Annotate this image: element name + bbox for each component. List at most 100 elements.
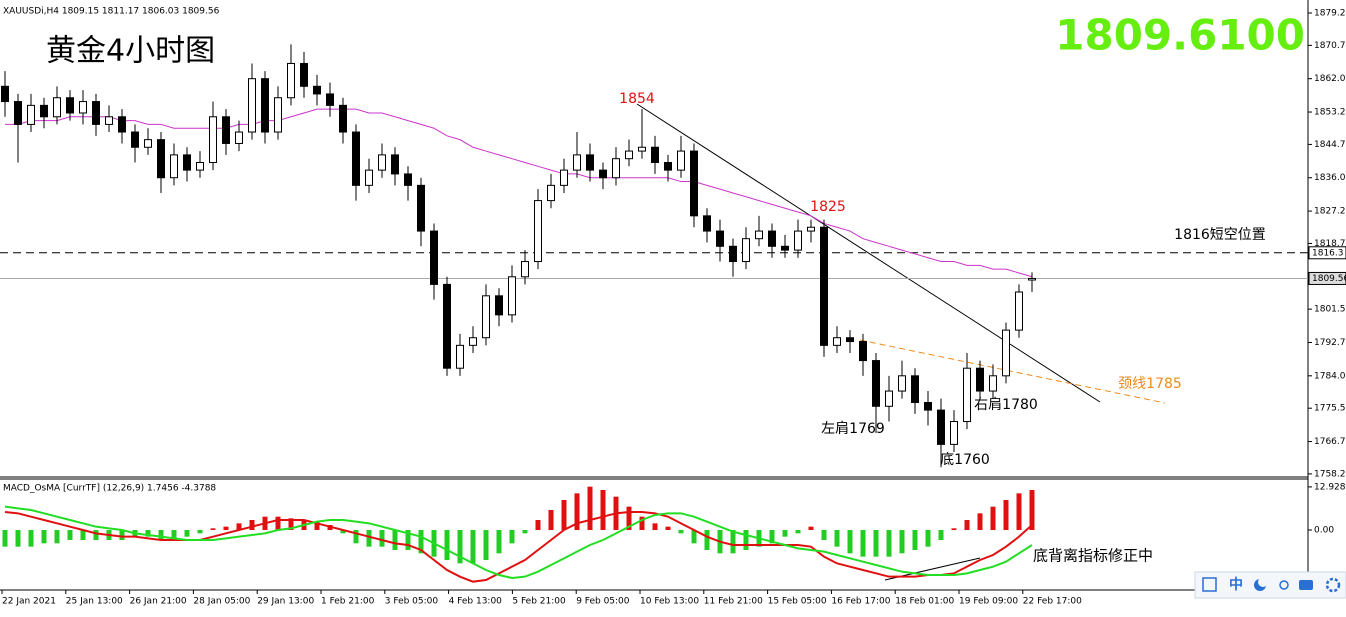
x-tick-label: 4 Feb 13:00	[449, 597, 503, 607]
candle-body	[573, 154, 581, 171]
x-tick-label: 16 Feb 17:00	[831, 597, 890, 607]
annotation: 1825	[810, 199, 846, 215]
candle-body	[131, 131, 139, 148]
histogram-bar	[535, 520, 541, 530]
histogram-bar	[470, 530, 476, 564]
histogram-bar	[223, 526, 229, 530]
macd-line	[4, 511, 1033, 583]
toolbar-icon[interactable]	[1325, 577, 1341, 593]
histogram-bar	[444, 530, 450, 560]
histogram-bar	[392, 530, 398, 550]
candle-body	[755, 230, 763, 240]
trendline	[636, 103, 1101, 403]
price-label-box	[1308, 271, 1346, 285]
y-tick-label: 1784.00	[1314, 371, 1346, 381]
toolbar-icon[interactable]	[1202, 577, 1217, 592]
histogram-bar	[678, 530, 684, 534]
candle-body	[872, 360, 880, 407]
price-label: 1809.56	[1312, 274, 1346, 284]
candle-body	[586, 154, 594, 171]
x-tick-label: 11 Feb 21:00	[704, 597, 763, 607]
histogram-bar	[691, 530, 697, 544]
candle-body	[391, 154, 399, 175]
histogram-bar	[353, 530, 359, 544]
toolbar-button[interactable]: 中	[1229, 576, 1243, 593]
candle-body	[339, 104, 347, 133]
histogram-bar	[2, 530, 8, 547]
histogram-bar	[834, 530, 840, 547]
histogram-bar	[171, 530, 177, 540]
histogram-bar	[795, 530, 801, 534]
candle-body	[144, 139, 152, 148]
histogram-bar	[28, 530, 34, 547]
histogram-bar	[847, 530, 853, 554]
candle-body	[430, 230, 438, 285]
chart-title: 黄金4小时图	[46, 34, 215, 69]
histogram-bar	[730, 530, 736, 554]
histogram-bar	[587, 486, 593, 530]
candle-body	[118, 116, 126, 133]
y-tick-label: 1766.75	[1314, 437, 1346, 447]
candle-body	[274, 97, 282, 133]
candle-body	[807, 226, 815, 232]
candle-body	[53, 97, 61, 118]
histogram-bar	[522, 530, 528, 534]
candle-body	[729, 245, 737, 263]
candle-body	[677, 150, 685, 171]
candle-body	[261, 78, 269, 133]
histogram-bar	[600, 490, 606, 530]
histogram-bar	[249, 520, 255, 530]
candle-body	[170, 154, 178, 179]
histogram-bar	[158, 530, 164, 540]
x-tick-label: 3 Feb 05:00	[385, 597, 439, 607]
candle-body	[326, 93, 334, 106]
histogram-bar	[119, 530, 125, 540]
histogram-bar	[548, 510, 554, 530]
candle-body	[794, 230, 802, 251]
annotation: 左肩1769	[821, 421, 885, 437]
y-tick-label: 1758.25	[1314, 469, 1346, 479]
histogram-bar	[184, 530, 190, 537]
candle-body	[1028, 277, 1036, 281]
y-tick-label: 1853.25	[1314, 108, 1346, 118]
macd-y-tick-label: 12.9285	[1314, 482, 1346, 492]
candle-body	[404, 173, 412, 186]
candle-body	[378, 154, 386, 171]
x-tick-label: 9 Feb 05:00	[576, 597, 630, 607]
candle-body	[950, 421, 958, 445]
x-tick-label: 26 Jan 21:00	[130, 597, 187, 607]
candle-body	[313, 85, 321, 95]
candle-body	[235, 131, 243, 144]
histogram-bar	[652, 523, 658, 530]
candle-body	[898, 375, 906, 392]
candle-body	[14, 101, 22, 125]
y-tick-label: 1818.75	[1314, 239, 1346, 249]
candle-body	[495, 295, 503, 316]
macd-y-tick-label: 0.00	[1314, 526, 1334, 536]
histogram-bar	[405, 530, 411, 550]
candle-body	[183, 154, 191, 171]
histogram-bar	[873, 530, 879, 557]
histogram-bar	[496, 530, 502, 554]
y-tick-label: 1862.00	[1314, 74, 1346, 84]
candle-body	[443, 283, 451, 369]
toolbar-icon[interactable]	[1279, 580, 1289, 590]
histogram-bar	[808, 526, 814, 530]
histogram-bar	[288, 518, 294, 530]
candle-body	[742, 238, 750, 263]
toolbar-icon[interactable]	[1299, 580, 1313, 590]
histogram-bar	[769, 530, 775, 544]
candle-body	[703, 215, 711, 232]
x-tick-label: 29 Jan 13:00	[257, 597, 314, 607]
candle-body	[625, 150, 633, 160]
histogram-bar	[1029, 490, 1035, 530]
histogram-bar	[561, 500, 567, 530]
histogram-bar	[860, 530, 866, 557]
candle-body	[417, 184, 425, 232]
histogram-bar	[1016, 493, 1022, 530]
candle-body	[859, 341, 867, 362]
candle-body	[1002, 329, 1010, 377]
candle-body	[911, 375, 919, 403]
